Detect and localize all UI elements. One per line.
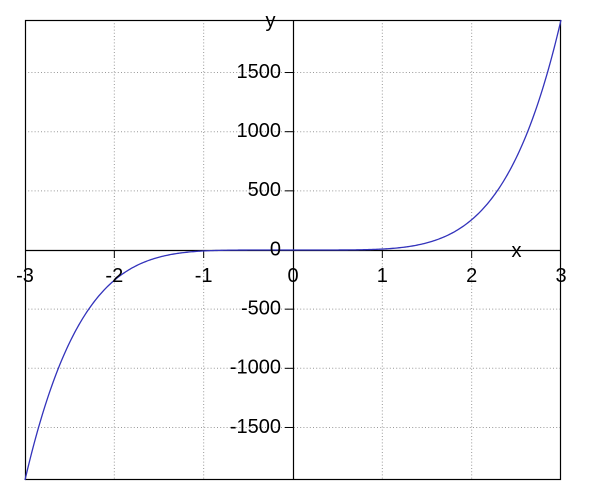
svg-text:1000: 1000: [237, 120, 282, 142]
svg-text:-3: -3: [16, 265, 34, 287]
svg-text:0: 0: [287, 265, 298, 287]
svg-text:3: 3: [555, 265, 566, 287]
svg-text:2: 2: [466, 265, 477, 287]
svg-text:-2: -2: [105, 265, 123, 287]
svg-text:1500: 1500: [237, 61, 282, 83]
svg-text:-1: -1: [195, 265, 213, 287]
svg-text:1: 1: [377, 265, 388, 287]
svg-text:y: y: [266, 10, 276, 32]
svg-text:x: x: [512, 240, 522, 262]
svg-text:-1000: -1000: [230, 357, 281, 379]
svg-text:-500: -500: [241, 297, 281, 319]
svg-text:-1500: -1500: [230, 416, 281, 438]
svg-text:500: 500: [248, 179, 281, 201]
svg-text:0: 0: [270, 238, 281, 260]
